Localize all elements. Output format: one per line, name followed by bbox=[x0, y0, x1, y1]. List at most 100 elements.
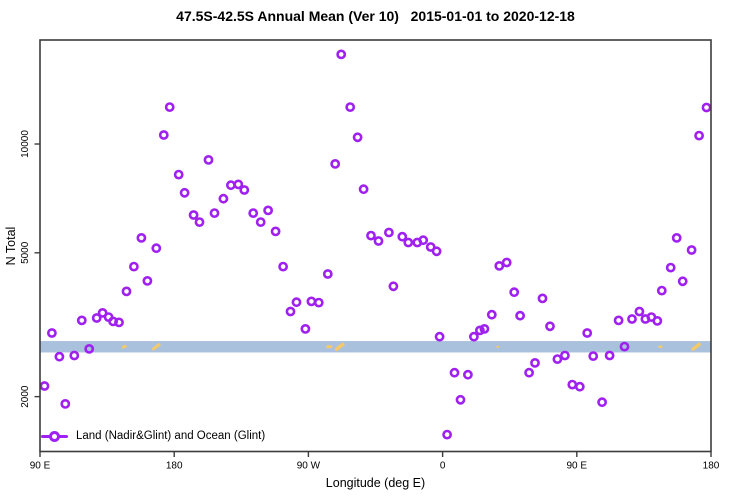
data-point bbox=[179, 187, 190, 198]
data-point bbox=[537, 293, 548, 304]
data-point bbox=[255, 217, 266, 227]
data-point bbox=[474, 325, 485, 336]
x-tick-label: 90 W bbox=[297, 461, 321, 472]
band-mark bbox=[121, 344, 127, 349]
data-point bbox=[455, 394, 466, 405]
data-point bbox=[560, 350, 570, 361]
data-point bbox=[233, 179, 244, 190]
data-point bbox=[449, 367, 460, 378]
data-point bbox=[164, 102, 175, 112]
data-point bbox=[291, 297, 302, 308]
data-point bbox=[468, 331, 479, 342]
data-point bbox=[501, 257, 512, 268]
data-point bbox=[701, 102, 711, 113]
data-point bbox=[574, 381, 585, 392]
legend: Land (Nadir&Glint) and Ocean (Glint) bbox=[41, 429, 265, 443]
data-point bbox=[383, 227, 394, 238]
data-point bbox=[69, 350, 80, 361]
legend-label: Land (Nadir&Glint) and Ocean (Glint) bbox=[76, 430, 266, 442]
data-point bbox=[388, 281, 399, 292]
data-point bbox=[322, 269, 333, 279]
data-point bbox=[656, 285, 667, 296]
data-point bbox=[300, 323, 311, 334]
band-mark bbox=[496, 345, 500, 348]
data-point bbox=[225, 180, 236, 191]
data-point bbox=[209, 208, 220, 218]
data-point bbox=[634, 306, 645, 317]
x-tick-label: 180 bbox=[166, 461, 183, 472]
data-point bbox=[173, 169, 184, 180]
data-point bbox=[613, 315, 624, 326]
data-point bbox=[158, 130, 169, 140]
data-point bbox=[345, 102, 356, 112]
data-point bbox=[60, 398, 71, 409]
x-tick-label: 180 bbox=[703, 461, 720, 472]
data-point bbox=[694, 130, 704, 141]
band-mark bbox=[334, 342, 345, 352]
data-point bbox=[403, 237, 414, 248]
y-tick-label: 5000 bbox=[20, 241, 31, 264]
legend-line-circle-icon bbox=[41, 429, 68, 443]
data-point bbox=[582, 328, 593, 338]
data-point bbox=[194, 217, 205, 227]
data-point bbox=[418, 235, 429, 246]
band-mark bbox=[658, 345, 663, 349]
data-point bbox=[54, 351, 65, 362]
reference-band bbox=[40, 341, 711, 353]
data-point bbox=[239, 185, 250, 195]
plot-frame bbox=[39, 39, 712, 453]
data-point bbox=[352, 132, 363, 143]
data-point bbox=[76, 315, 87, 326]
x-tick-label: 0 bbox=[440, 461, 446, 472]
data-point bbox=[366, 230, 376, 241]
x-tick-label: 90 E bbox=[567, 461, 588, 472]
data-point bbox=[330, 158, 341, 169]
data-point bbox=[40, 381, 50, 391]
data-point bbox=[686, 245, 697, 255]
data-point bbox=[397, 231, 408, 242]
data-point bbox=[545, 321, 555, 332]
data-point bbox=[442, 429, 452, 440]
data-point bbox=[313, 297, 324, 308]
data-point bbox=[515, 310, 525, 321]
data-point bbox=[567, 379, 578, 390]
y-tick-label: 2000 bbox=[20, 385, 31, 408]
data-point bbox=[218, 193, 229, 204]
data-point bbox=[114, 317, 124, 328]
data-point bbox=[619, 341, 630, 352]
data-point bbox=[665, 262, 676, 273]
data-point bbox=[136, 232, 147, 243]
data-point bbox=[151, 243, 162, 254]
data-point bbox=[479, 323, 490, 334]
data-point bbox=[248, 208, 259, 218]
data-point bbox=[530, 357, 540, 368]
x-tick-label: 90 E bbox=[30, 461, 51, 472]
data-point bbox=[588, 351, 599, 361]
data-point bbox=[358, 184, 369, 195]
data-point bbox=[652, 315, 663, 326]
data-point bbox=[306, 296, 317, 307]
data-point bbox=[128, 261, 139, 272]
data-point bbox=[677, 276, 688, 287]
data-point bbox=[524, 367, 534, 378]
band-mark bbox=[691, 342, 702, 352]
data-point bbox=[462, 369, 473, 380]
data-point bbox=[431, 246, 442, 257]
band-mark bbox=[326, 345, 333, 349]
y-tick-label: 10000 bbox=[20, 130, 31, 158]
data-point bbox=[494, 260, 505, 271]
data-point bbox=[142, 275, 153, 286]
data-point bbox=[597, 397, 607, 408]
data-point bbox=[336, 49, 347, 60]
data-point bbox=[91, 313, 102, 323]
data-point bbox=[263, 205, 273, 216]
data-point bbox=[84, 343, 95, 354]
data-point bbox=[47, 328, 57, 338]
data-point bbox=[486, 309, 497, 320]
data-point bbox=[203, 154, 214, 165]
data-point bbox=[121, 286, 132, 297]
y-axis-label: N Total bbox=[4, 226, 18, 266]
data-point bbox=[278, 261, 288, 272]
data-point bbox=[671, 232, 682, 243]
